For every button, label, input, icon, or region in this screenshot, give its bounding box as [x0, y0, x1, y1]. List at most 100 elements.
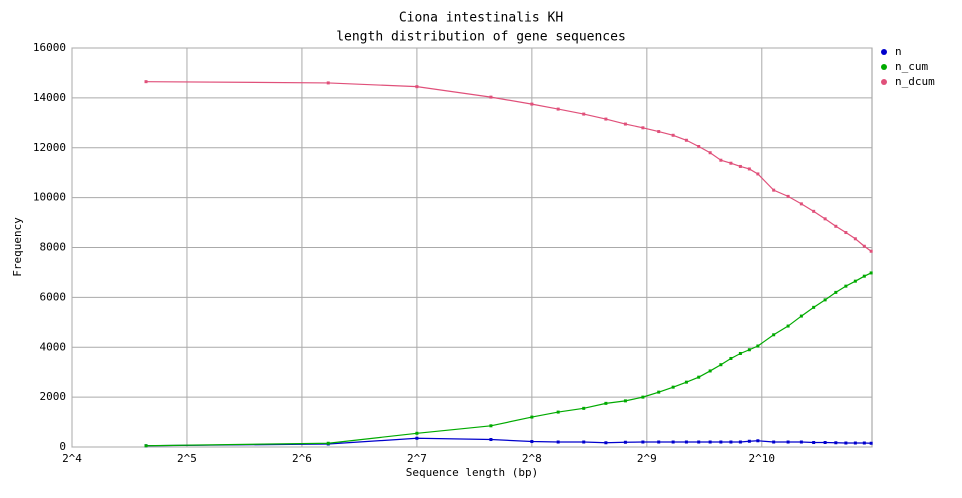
data-point: [772, 188, 776, 192]
data-point: [530, 440, 534, 444]
series-line: [146, 81, 872, 252]
data-point: [869, 441, 873, 445]
data-point: [582, 440, 586, 444]
data-point: [823, 441, 827, 445]
y-axis-label: Frequency: [11, 217, 24, 277]
data-point: [844, 284, 848, 288]
data-point: [556, 410, 560, 414]
x-tick-label: 2^10: [749, 452, 776, 465]
data-point: [671, 133, 675, 137]
series-line: [146, 272, 872, 447]
x-tick-label: 2^6: [292, 452, 312, 465]
x-tick-label: 2^7: [407, 452, 427, 465]
data-point: [738, 440, 742, 444]
data-point: [823, 217, 827, 221]
data-point: [144, 444, 148, 448]
data-point: [862, 244, 866, 248]
data-point: [671, 440, 675, 444]
data-point: [623, 399, 627, 403]
data-point: [738, 351, 742, 355]
chart-subtitle: length distribution of gene sequences: [336, 30, 626, 45]
data-point: [641, 440, 645, 444]
data-point: [834, 290, 838, 294]
data-point: [747, 167, 751, 171]
data-point: [684, 380, 688, 384]
y-tick-label: 4000: [40, 340, 67, 353]
legend-marker: [881, 79, 887, 85]
data-point: [623, 440, 627, 444]
data-point: [853, 237, 857, 241]
data-point: [786, 440, 790, 444]
x-tick-label: 2^4: [62, 452, 82, 465]
data-point: [415, 85, 419, 89]
x-axis-label: Sequence length (bp): [406, 466, 538, 479]
data-point: [657, 390, 661, 394]
data-point: [415, 431, 419, 435]
data-point: [697, 145, 701, 149]
x-tick-label: 2^9: [637, 452, 657, 465]
legend-label: n: [895, 45, 902, 58]
data-point: [556, 107, 560, 111]
data-point: [415, 436, 419, 440]
data-point: [862, 441, 866, 445]
data-point: [834, 224, 838, 228]
data-point: [812, 209, 816, 213]
data-point: [489, 95, 493, 99]
data-point: [657, 130, 661, 134]
data-point: [671, 385, 675, 389]
data-point: [812, 305, 816, 309]
data-point: [747, 439, 751, 443]
data-point: [326, 441, 330, 445]
data-point: [799, 202, 803, 206]
data-point: [756, 344, 760, 348]
y-tick-label: 6000: [40, 290, 67, 303]
data-point: [799, 440, 803, 444]
data-point: [530, 415, 534, 419]
x-tick-label: 2^8: [522, 452, 542, 465]
y-tick-label: 2000: [40, 390, 67, 403]
data-point: [729, 440, 733, 444]
data-point: [799, 314, 803, 318]
data-point: [641, 126, 645, 130]
data-point: [697, 440, 701, 444]
data-point: [489, 424, 493, 428]
series-line: [146, 437, 872, 447]
data-point: [708, 151, 712, 155]
data-point: [729, 356, 733, 360]
data-point: [772, 440, 776, 444]
data-point: [719, 440, 723, 444]
y-tick-label: 10000: [33, 191, 66, 204]
data-point: [812, 441, 816, 445]
data-point: [834, 441, 838, 445]
data-point: [657, 440, 661, 444]
data-point: [719, 158, 723, 162]
data-point: [756, 172, 760, 176]
data-point: [604, 441, 608, 445]
y-tick-label: 12000: [33, 141, 66, 154]
legend-label: n_cum: [895, 60, 928, 73]
data-point: [556, 440, 560, 444]
data-point: [844, 441, 848, 445]
data-point: [708, 369, 712, 373]
x-tick-label: 2^5: [177, 452, 197, 465]
y-tick-label: 0: [59, 440, 66, 453]
data-point: [729, 161, 733, 165]
data-point: [604, 117, 608, 121]
legend-marker: [881, 64, 887, 70]
y-tick-label: 16000: [33, 41, 66, 54]
data-point: [719, 363, 723, 367]
legend-label: n_dcum: [895, 75, 935, 88]
data-point: [756, 439, 760, 443]
chart-title: Ciona intestinalis KH: [399, 11, 563, 26]
y-tick-label: 14000: [33, 91, 66, 104]
data-point: [684, 440, 688, 444]
data-point: [623, 122, 627, 126]
data-point: [853, 279, 857, 283]
data-point: [530, 102, 534, 106]
data-point: [786, 194, 790, 198]
data-point: [747, 348, 751, 352]
data-point: [684, 138, 688, 142]
data-point: [582, 112, 586, 116]
data-point: [708, 440, 712, 444]
